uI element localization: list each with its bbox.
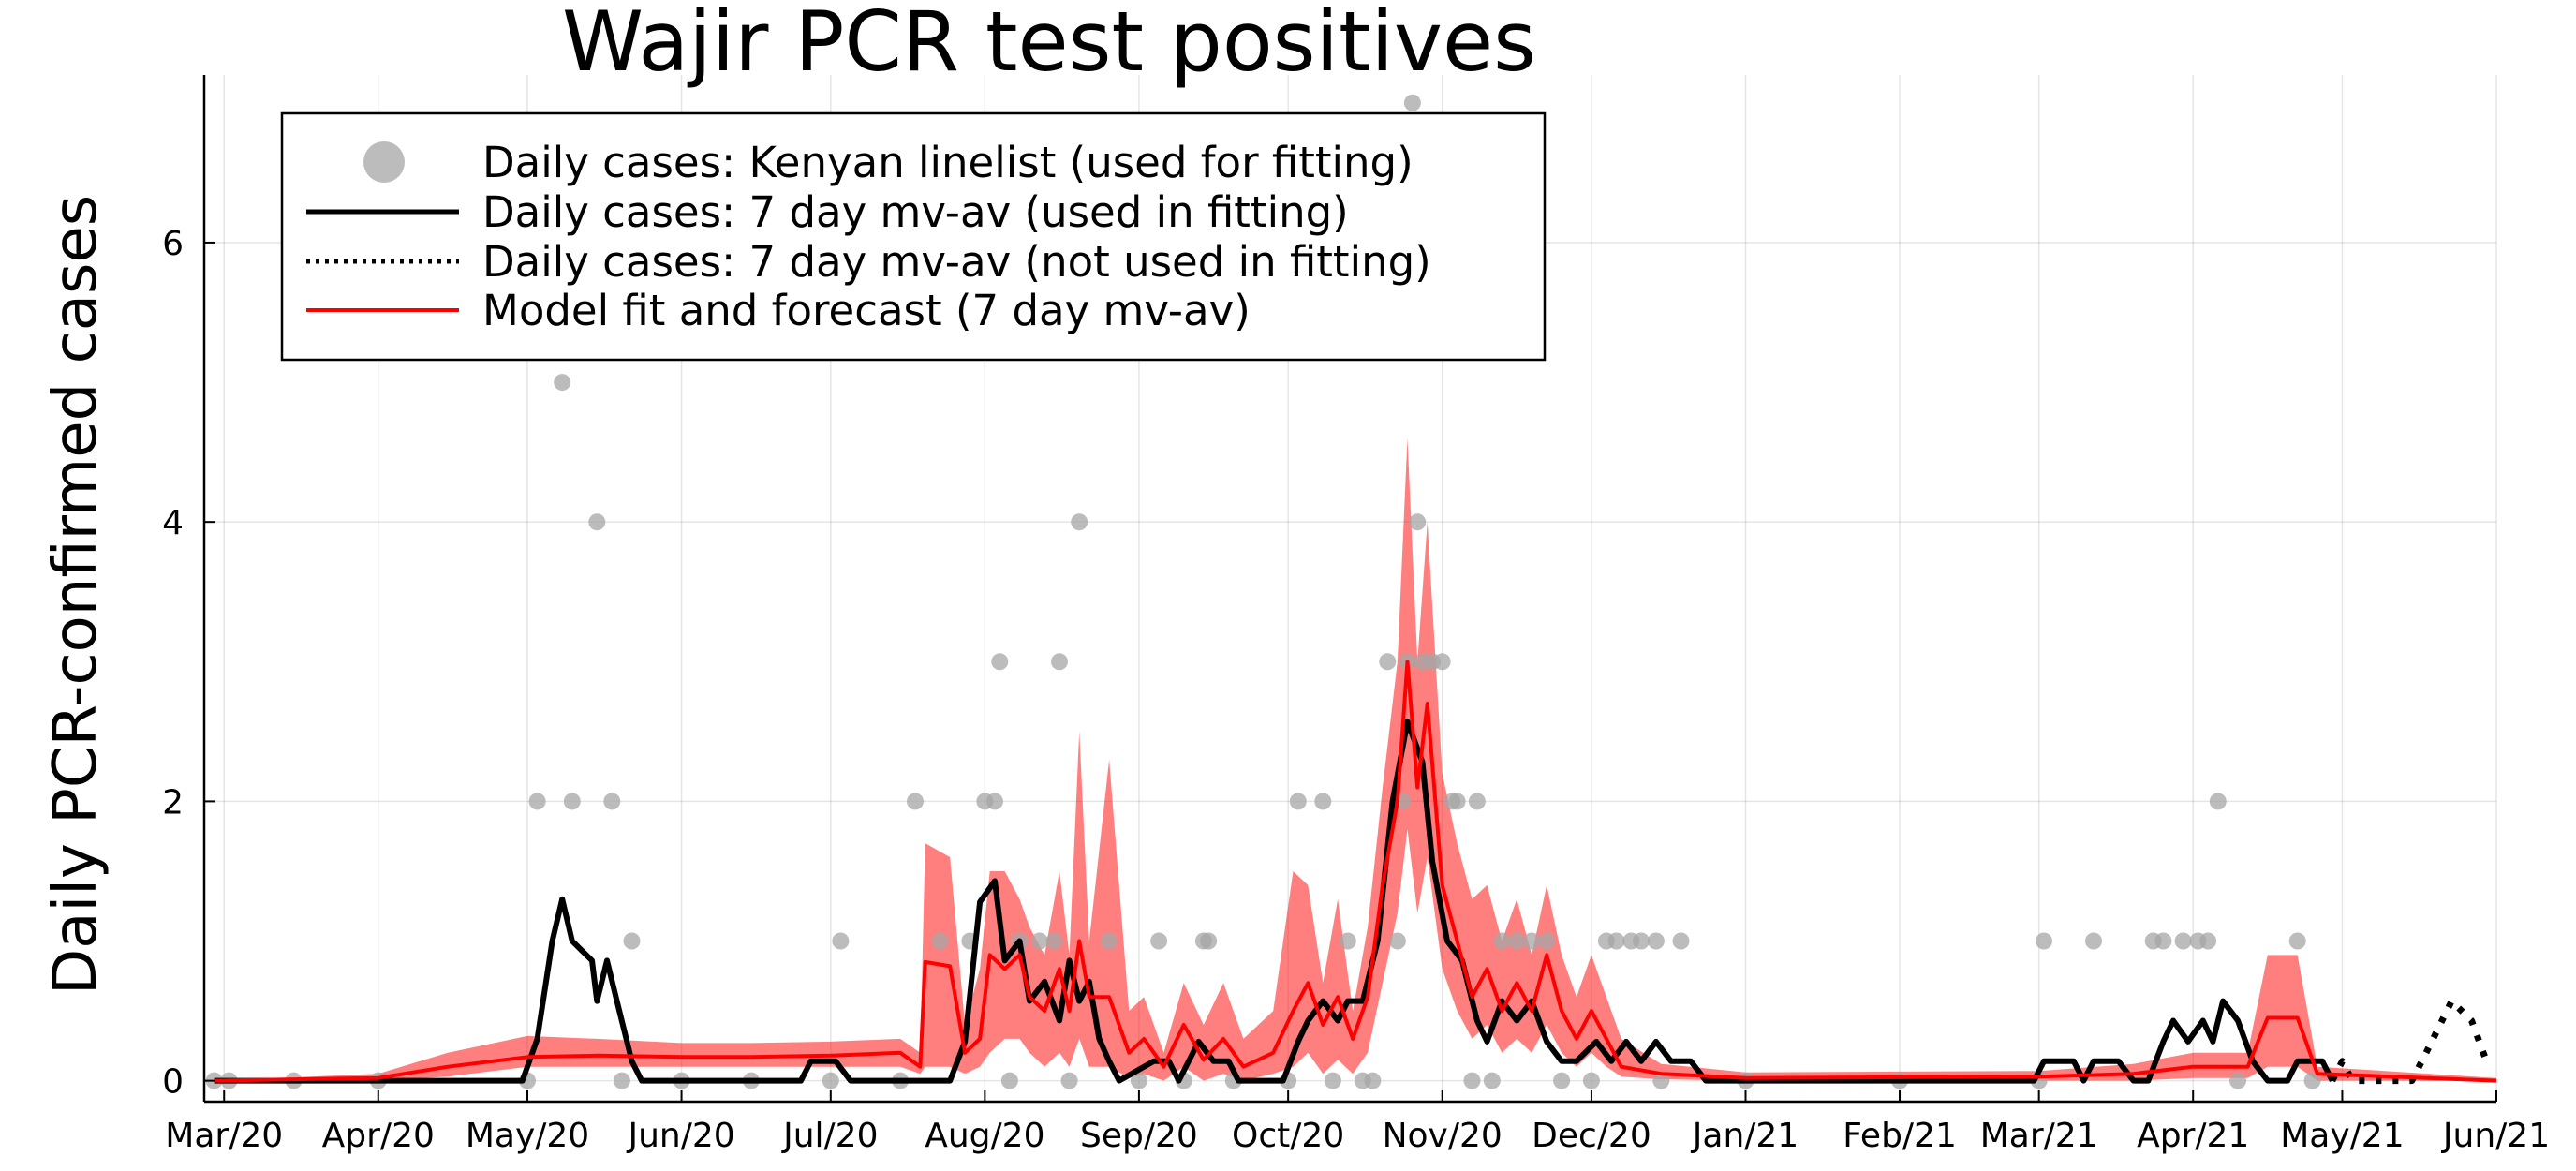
y-tick-label: 4 bbox=[162, 504, 184, 542]
model-fit-line bbox=[214, 660, 2497, 1083]
scatter-point bbox=[1468, 793, 1486, 810]
x-tick-label: May/20 bbox=[466, 1117, 589, 1155]
x-tick-label: Jun/20 bbox=[626, 1117, 734, 1155]
chart-title: Wajir PCR test positives bbox=[562, 0, 1536, 90]
scatter-point bbox=[554, 374, 571, 392]
scatter-point bbox=[2199, 932, 2217, 950]
scatter-point bbox=[1647, 932, 1665, 950]
scatter-point bbox=[1652, 1072, 1670, 1089]
scatter-point bbox=[2036, 932, 2052, 950]
scatter-point bbox=[1314, 793, 1332, 810]
axes: Mar/20 Apr/20 May/20 Jun/20 Jul/20 Aug/20 Sep/… bbox=[162, 75, 2550, 1155]
scatter-point bbox=[1508, 932, 1526, 950]
scatter-point bbox=[1607, 932, 1625, 950]
scatter-point bbox=[1071, 513, 1088, 531]
scatter-point bbox=[2229, 1072, 2246, 1089]
scatter-point bbox=[2154, 932, 2172, 950]
scatter-point bbox=[1448, 793, 1466, 810]
scatter-point bbox=[613, 1072, 630, 1089]
legend-label: Daily cases: 7 day mv-av (used in fittin… bbox=[482, 187, 1349, 237]
x-tick-label: Apr/20 bbox=[322, 1117, 435, 1155]
scatter-point bbox=[1045, 932, 1063, 950]
y-tick-label: 6 bbox=[162, 225, 184, 263]
scatter-point bbox=[907, 793, 924, 810]
scatter-point bbox=[2174, 932, 2192, 950]
scatter-point bbox=[1553, 1072, 1571, 1089]
scatter-point bbox=[1538, 932, 1556, 950]
scatter-point bbox=[1633, 932, 1650, 950]
scatter-point bbox=[1463, 1072, 1481, 1089]
scatter-point bbox=[1000, 1072, 1018, 1089]
scatter-point bbox=[1379, 653, 1397, 671]
scatter-point bbox=[588, 513, 606, 531]
x-tick-label: Nov/20 bbox=[1383, 1117, 1503, 1155]
scatter-point bbox=[1051, 653, 1068, 671]
scatter-point bbox=[1388, 932, 1406, 950]
scatter-point bbox=[623, 932, 641, 950]
x-tick-label: Apr/21 bbox=[2137, 1117, 2249, 1155]
x-tick-label: Oct/20 bbox=[1232, 1117, 1344, 1155]
scatter-point bbox=[991, 653, 1009, 671]
y-axis-label: Daily PCR-confirmed cases bbox=[41, 195, 111, 995]
scatter-point bbox=[2288, 932, 2306, 950]
x-tick-label: May/21 bbox=[2280, 1117, 2404, 1155]
x-tick-label: Feb/21 bbox=[1843, 1117, 1957, 1155]
line-layer bbox=[214, 660, 2497, 1085]
scatter-point bbox=[2303, 1072, 2321, 1089]
scatter-point bbox=[1130, 1072, 1147, 1089]
y-tick-label: 2 bbox=[162, 783, 184, 822]
scatter-point bbox=[1409, 513, 1427, 531]
scatter-point bbox=[931, 932, 949, 950]
legend-label: Daily cases: Kenyan linelist (used for f… bbox=[482, 138, 1414, 187]
scatter-point bbox=[1403, 94, 1421, 111]
scatter-point bbox=[822, 1072, 839, 1089]
legend: Daily cases: Kenyan linelist (used for f… bbox=[280, 111, 1547, 362]
x-tick-label: Dec/20 bbox=[1532, 1117, 1651, 1155]
x-tick-label: Aug/20 bbox=[925, 1117, 1044, 1155]
legend-label: Daily cases: 7 day mv-av (not used in fi… bbox=[482, 237, 1431, 287]
scatter-point bbox=[563, 793, 581, 810]
scatter-point bbox=[1493, 932, 1511, 950]
scatter-point bbox=[1433, 653, 1451, 671]
scatter-point bbox=[1339, 932, 1356, 950]
scatter-point bbox=[1030, 932, 1048, 950]
scatter-point bbox=[1483, 1072, 1501, 1089]
x-tick-label: Jul/20 bbox=[781, 1117, 878, 1155]
x-tick-label: Sep/20 bbox=[1080, 1117, 1198, 1155]
series-line bbox=[214, 719, 2335, 1084]
legend-label: Model fit and forecast (7 day mv-av) bbox=[482, 286, 1251, 335]
y-tick-label: 0 bbox=[162, 1063, 184, 1102]
scatter-point bbox=[1523, 932, 1541, 950]
series-line-dotted bbox=[2329, 998, 2490, 1085]
scatter-point bbox=[986, 793, 1003, 810]
x-tick-label: Mar/20 bbox=[165, 1117, 283, 1155]
scatter-point bbox=[1364, 1072, 1382, 1089]
scatter-point bbox=[2085, 932, 2102, 950]
scatter-point bbox=[1289, 793, 1307, 810]
x-tick-label: Mar/21 bbox=[1980, 1117, 2098, 1155]
scatter-point bbox=[1200, 932, 1218, 950]
scatter-point bbox=[1324, 1072, 1341, 1089]
x-tick-label: Jun/21 bbox=[2441, 1117, 2550, 1155]
scatter-point bbox=[1582, 1072, 1600, 1089]
scatter-point bbox=[2209, 793, 2227, 810]
x-tick-label: Jan/21 bbox=[1691, 1117, 1799, 1155]
scatter-point bbox=[528, 793, 546, 810]
scatter-point bbox=[1101, 932, 1118, 950]
scatter-point bbox=[832, 932, 850, 950]
scatter-point bbox=[1672, 932, 1690, 950]
scatter-point bbox=[603, 793, 621, 810]
scatter-point bbox=[1150, 932, 1168, 950]
scatter-point bbox=[1060, 1072, 1078, 1089]
legend-marker bbox=[363, 141, 405, 183]
legend-box bbox=[280, 111, 1547, 362]
